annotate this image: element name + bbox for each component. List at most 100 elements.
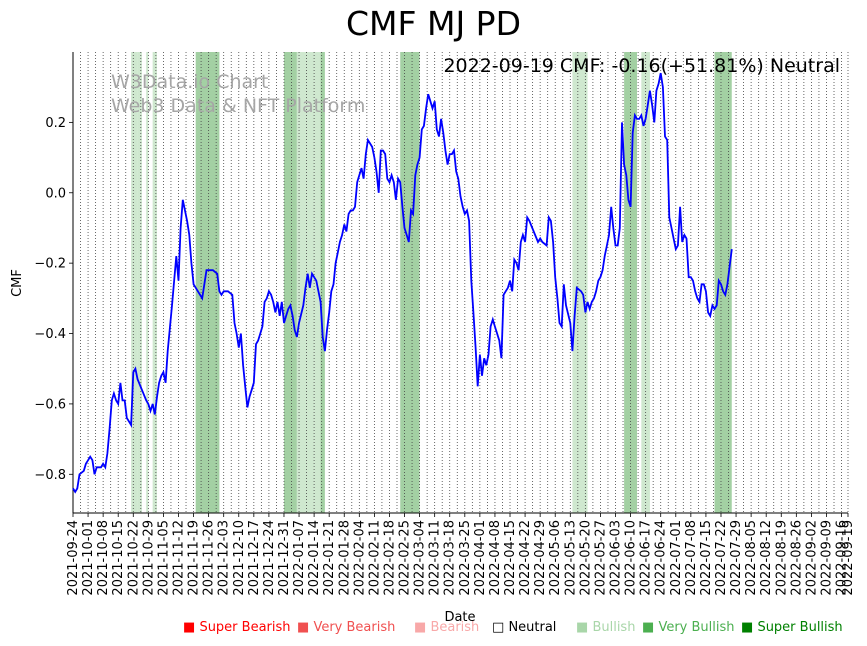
x-tick-label: 2022-03-18	[443, 520, 458, 596]
watermark-line-2: Web3 Data & NFT Platform	[111, 95, 366, 117]
x-tick-label: 2022-06-17	[639, 520, 654, 596]
x-tick-label: 2022-04-08	[488, 520, 503, 596]
y-tick-label: −0.8	[34, 468, 66, 483]
x-tick-label: 2021-12-17	[247, 520, 262, 596]
x-tick-label: 2022-06-24	[654, 520, 669, 596]
signal-band	[572, 52, 588, 513]
chart-axes	[72, 52, 848, 514]
signal-band	[146, 52, 149, 513]
legend: ■ Super Bearish ■ Very Bearish ■ Bearish…	[0, 620, 867, 638]
date-gridlines	[72, 52, 849, 513]
x-tick-label: 2022-09-19	[841, 520, 856, 596]
signal-band	[131, 52, 138, 513]
cmf-line	[72, 72, 733, 494]
x-tick-label: 2021-10-08	[96, 520, 111, 596]
x-tick-label: 2022-01-07	[292, 520, 307, 596]
x-tick-label: 2022-02-25	[398, 520, 413, 596]
x-tick-label: 2021-12-31	[277, 520, 292, 596]
signal-band	[152, 52, 157, 513]
status-headline: 2022-09-19 CMF: -0.16(+51.81%) Neutral	[443, 55, 840, 77]
x-tick-label: 2022-06-03	[609, 520, 624, 596]
x-tick-label: 2022-08-19	[774, 520, 789, 596]
x-axis-ticks: 2021-09-24 2021-10-01 2021-10-08 2021-10-15…	[66, 513, 856, 596]
signal-band	[624, 52, 638, 513]
x-tick-label: 2022-08-12	[759, 520, 774, 596]
x-tick-label: 2021-11-12	[171, 520, 186, 596]
x-tick-label: 2021-12-03	[217, 520, 232, 596]
legend-label: Super Bearish	[199, 620, 291, 635]
y-tick-label: 0.2	[45, 116, 66, 131]
legend-swatch: ■	[576, 620, 589, 635]
legend-swatch: ■	[642, 620, 655, 635]
y-tick-label: −0.6	[34, 397, 66, 412]
signal-band	[137, 52, 142, 513]
x-tick-label: 2022-09-02	[804, 520, 819, 596]
x-tick-label: 2021-09-24	[66, 520, 81, 596]
legend-item-super-bullish: ■ Super Bullish	[741, 620, 843, 635]
legend-label: Bearish	[430, 620, 480, 635]
x-tick-label: 2021-10-22	[126, 520, 141, 596]
x-tick-label: 2022-09-16	[835, 520, 850, 596]
legend-item-very-bullish: ■ Very Bullish	[642, 620, 735, 635]
legend-swatch: ■	[414, 620, 427, 635]
x-tick-label: 2022-07-29	[729, 520, 744, 596]
legend-item-bullish: ■ Bullish	[576, 620, 635, 635]
legend-swatch: ■	[297, 620, 310, 635]
x-tick-label: 2022-02-18	[382, 520, 397, 596]
y-tick-label: 0.0	[45, 186, 66, 201]
x-tick-label: 2022-07-01	[669, 520, 684, 596]
x-tick-label: 2021-11-05	[156, 520, 171, 596]
x-tick-label: 2021-11-26	[202, 520, 217, 596]
x-tick-label: 2022-03-04	[413, 520, 428, 596]
x-tick-label: 2022-02-11	[367, 520, 382, 596]
legend-swatch: ■	[183, 620, 196, 635]
x-axis-label: Date	[444, 610, 475, 625]
x-tick-label: 2022-04-01	[473, 520, 488, 596]
x-tick-label: 2021-12-24	[262, 520, 277, 596]
signal-band	[400, 52, 420, 513]
x-tick-label: 2022-01-28	[337, 520, 352, 596]
x-tick-label: 2022-04-22	[518, 520, 533, 596]
x-tick-label: 2022-03-25	[458, 520, 473, 596]
x-tick-label: 2021-10-01	[81, 520, 96, 596]
legend-item-super-bearish: ■ Super Bearish	[183, 620, 291, 635]
signal-band	[320, 52, 325, 513]
x-tick-label: 2021-11-19	[187, 520, 202, 596]
legend-item-neutral: □ Neutral	[492, 620, 556, 635]
x-tick-label: 2022-05-20	[578, 520, 593, 596]
x-tick-label: 2022-01-21	[322, 520, 337, 596]
x-tick-label: 2022-03-11	[428, 520, 443, 596]
x-tick-label: 2022-05-13	[563, 520, 578, 596]
x-tick-label: 2022-05-27	[593, 520, 608, 596]
legend-label: Bullish	[592, 620, 636, 635]
legend-label: Neutral	[508, 620, 557, 635]
legend-swatch: ■	[741, 620, 754, 635]
x-tick-label: 2022-06-10	[624, 520, 639, 596]
signal-band	[283, 52, 297, 513]
legend-item-very-bearish: ■ Very Bearish	[297, 620, 395, 635]
x-tick-label: 2022-08-05	[744, 520, 759, 596]
signal-band	[714, 52, 732, 513]
x-tick-label: 2022-07-22	[714, 520, 729, 596]
chart-title: CMF MJ PD	[346, 4, 521, 43]
x-tick-label: 2022-09-09	[819, 520, 834, 596]
y-axis-label: CMF	[10, 269, 25, 297]
legend-label: Very Bullish	[658, 620, 735, 635]
signal-bands	[131, 52, 732, 513]
x-tick-label: 2022-01-14	[307, 520, 322, 596]
x-tick-label: 2022-05-06	[548, 520, 563, 596]
x-tick-label: 2022-04-29	[533, 520, 548, 596]
signal-band	[641, 52, 650, 513]
legend-label: Very Bearish	[313, 620, 396, 635]
legend-item-bearish: ■ Bearish	[414, 620, 479, 635]
legend-label: Super Bullish	[757, 620, 843, 635]
x-tick-label: 2022-07-08	[684, 520, 699, 596]
x-tick-label: 2022-08-26	[789, 520, 804, 596]
legend-swatch: □	[492, 620, 505, 635]
y-axis-ticks: −0.8 −0.6 −0.4 −0.2 0.0 0.2	[34, 116, 73, 483]
x-tick-label: 2022-07-15	[699, 520, 714, 596]
signal-band	[195, 52, 220, 513]
watermark-line-1: W3Data.io Chart	[111, 71, 269, 93]
x-tick-label: 2021-10-29	[141, 520, 156, 596]
